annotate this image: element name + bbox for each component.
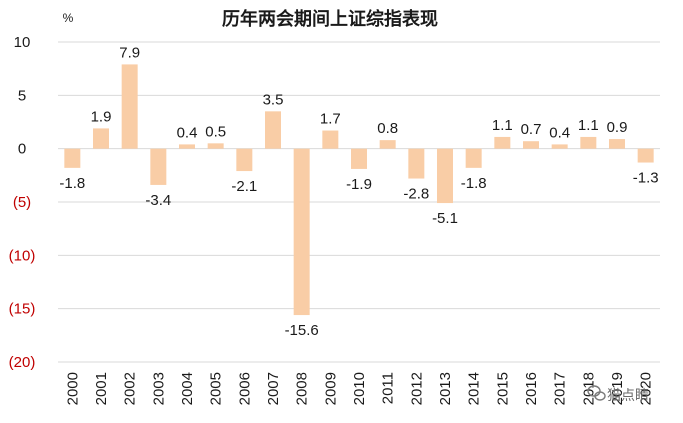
y-tick-label: 10 — [14, 34, 31, 51]
bar-2006 — [236, 148, 253, 172]
x-tick-label: 2011 — [380, 372, 397, 404]
data-label: -2.1 — [231, 178, 257, 195]
data-label: -2.8 — [403, 186, 429, 203]
bar-2016 — [523, 141, 539, 149]
bar-2010 — [351, 148, 367, 169]
data-label: 0.8 — [377, 120, 398, 137]
x-tick-label: 2009 — [322, 372, 339, 405]
x-tick-label: 2007 — [265, 372, 282, 405]
data-label: -1.8 — [461, 175, 487, 192]
bar-2014 — [465, 148, 482, 168]
watermark-text: 猫点睛 — [607, 388, 649, 404]
bar-2000 — [64, 148, 81, 168]
bar-2008 — [293, 148, 310, 316]
chart-title: 历年两会期间上证综指表现 — [222, 8, 438, 30]
data-label: 1.1 — [492, 117, 513, 134]
y-tick-label: (10) — [9, 247, 36, 264]
x-tick-label: 2000 — [64, 372, 81, 405]
bar-2018 — [580, 136, 597, 149]
bar-2007 — [265, 111, 281, 149]
data-label: 0.4 — [549, 124, 570, 141]
data-label: 1.7 — [320, 111, 341, 128]
x-tick-label: 2002 — [122, 372, 139, 405]
y-axis-ticks: 10 5 0 (5) (10) (15) (20) — [9, 34, 36, 371]
bar-2003 — [150, 148, 167, 185]
data-label: 0.4 — [177, 124, 198, 141]
data-label: -15.6 — [285, 322, 319, 339]
bar-2015 — [494, 136, 511, 149]
data-label: 1.9 — [91, 108, 112, 125]
y-tick-label: (5) — [13, 194, 31, 211]
y-tick-label: (20) — [9, 354, 36, 371]
x-tick-label: 2006 — [236, 372, 253, 405]
bar-2009 — [322, 130, 339, 149]
data-label: -1.9 — [346, 176, 372, 193]
y-tick-label: (15) — [9, 301, 36, 318]
bar-2017 — [551, 144, 568, 149]
x-tick-label: 2014 — [466, 372, 483, 405]
y-axis-label: % — [63, 11, 74, 25]
bar-2002 — [121, 64, 138, 149]
x-tick-label: 2015 — [494, 372, 511, 405]
bar-2012 — [408, 148, 425, 179]
bar-2011 — [379, 140, 396, 149]
x-tick-label: 2012 — [408, 372, 425, 405]
bars — [64, 64, 654, 316]
x-tick-label: 2020 — [638, 372, 655, 405]
x-tick-label: 2003 — [150, 372, 167, 405]
x-tick-label: 2019 — [609, 372, 626, 405]
x-tick-label: 2004 — [179, 372, 196, 405]
data-label: 0.5 — [205, 123, 226, 140]
x-tick-label: 2010 — [351, 372, 368, 405]
wechat-icon — [587, 385, 606, 401]
bar-2019 — [609, 139, 625, 149]
data-label: 0.9 — [607, 119, 628, 136]
data-label: -5.1 — [432, 210, 458, 227]
bar-2004 — [179, 144, 195, 149]
x-tick-label: 2016 — [523, 372, 540, 405]
watermark: 猫点睛 — [587, 385, 649, 404]
bar-2020 — [637, 148, 654, 163]
bar-2001 — [93, 128, 109, 149]
data-label: 0.7 — [521, 121, 542, 138]
x-tick-label: 2005 — [208, 372, 225, 405]
data-label: 1.1 — [578, 117, 599, 134]
x-tick-label: 2013 — [437, 372, 454, 405]
data-label: -1.8 — [59, 175, 85, 192]
y-tick-label: 5 — [18, 87, 26, 104]
x-axis-ticks: 2000 2001 2002 2003 2004 2005 2006 2007 2008 2009… — [64, 372, 654, 405]
x-tick-label: 2017 — [552, 372, 569, 405]
x-tick-label: 2001 — [93, 372, 110, 405]
data-label: -1.3 — [633, 170, 659, 187]
data-label: 3.5 — [263, 91, 284, 108]
data-labels: -1.8 1.9 7.9 -3.4 0.4 0.5 -2.1 3.5 -15.6 1.7 -1.9 0… — [59, 44, 658, 339]
bar-2013 — [437, 148, 453, 204]
x-tick-label: 2008 — [294, 372, 311, 405]
data-label: 7.9 — [119, 44, 140, 61]
y-tick-label: 0 — [18, 141, 26, 158]
bar-2005 — [207, 143, 224, 149]
data-label: -3.4 — [145, 192, 171, 209]
